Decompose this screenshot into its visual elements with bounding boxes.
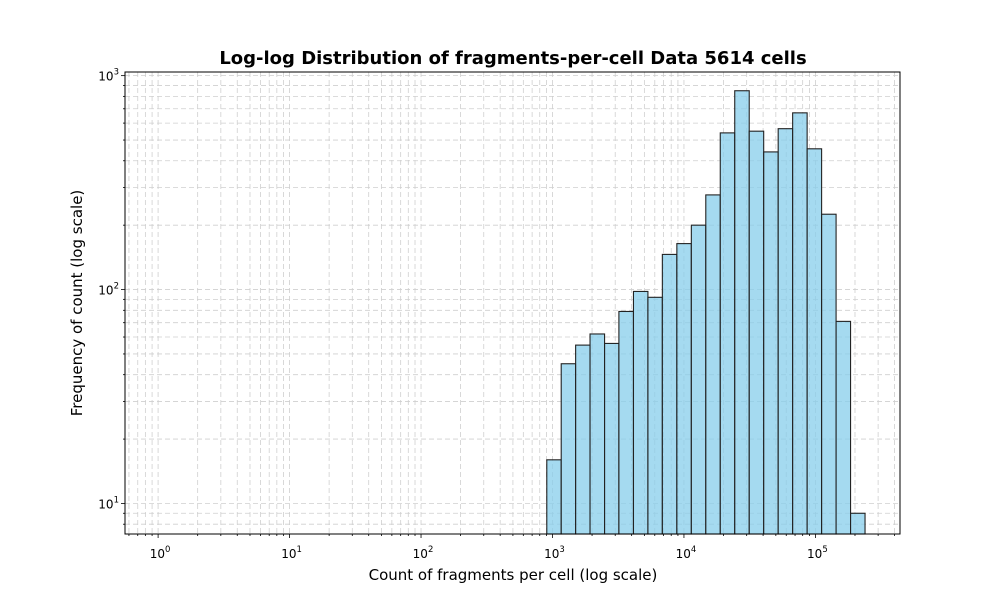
- histogram-bar: [560, 363, 577, 535]
- tick-label-exponent: 2: [428, 545, 433, 555]
- histogram-bar: [661, 253, 678, 535]
- tick-label-base: 10: [98, 284, 113, 298]
- histogram-bar: [792, 112, 808, 535]
- tick-label-exponent: 3: [559, 545, 564, 555]
- tick-label-exponent: 2: [114, 282, 119, 292]
- histogram-bar: [647, 296, 663, 535]
- y-axis-label: Frequency of count (log scale): [68, 190, 86, 417]
- tick-label-base: 10: [98, 70, 113, 84]
- histogram-bar: [546, 459, 562, 535]
- histogram-bar: [806, 148, 823, 535]
- tick-label-exponent: 5: [822, 545, 827, 555]
- histogram-bar: [850, 512, 866, 535]
- x-tick-label: 103: [544, 545, 565, 561]
- histogram-bar: [763, 151, 779, 535]
- grid-lines: [125, 72, 900, 534]
- tick-label-base: 10: [544, 547, 559, 561]
- y-tick-label: 101: [98, 495, 119, 511]
- tick-label-exponent: 4: [691, 545, 696, 555]
- x-tick-label: 101: [281, 545, 302, 561]
- histogram-bar: [835, 320, 852, 535]
- tick-label-exponent: 3: [114, 68, 119, 78]
- tick-label-base: 10: [676, 547, 691, 561]
- histogram-bar: [618, 310, 635, 535]
- tick-label-base: 10: [807, 547, 822, 561]
- histogram-bar: [690, 224, 707, 535]
- histogram-bar: [719, 132, 736, 535]
- y-tick-label: 103: [98, 68, 119, 84]
- tick-label-exponent: 1: [296, 545, 301, 555]
- tick-label-base: 10: [281, 547, 296, 561]
- chart-title: Log-log Distribution of fragments-per-ce…: [219, 48, 806, 69]
- histogram-bar: [589, 333, 606, 535]
- histogram-bar: [604, 342, 620, 535]
- histogram-bar: [734, 90, 750, 535]
- tick-label-base: 10: [413, 547, 428, 561]
- y-tick-label: 102: [98, 282, 119, 298]
- x-tick-label: 100: [150, 545, 171, 561]
- histogram-bar: [705, 194, 721, 535]
- x-tick-label: 102: [413, 545, 434, 561]
- histogram-bar: [575, 344, 591, 535]
- tick-label-exponent: 1: [114, 495, 119, 505]
- x-axis-label: Count of fragments per cell (log scale): [369, 566, 658, 584]
- histogram-bar: [632, 290, 649, 535]
- plot-frame: [124, 71, 901, 535]
- x-tick-label: 104: [676, 545, 697, 561]
- histogram-bar: [676, 243, 692, 535]
- tick-label-base: 10: [98, 497, 113, 511]
- tick-label-exponent: 0: [165, 545, 170, 555]
- histogram-bar: [748, 130, 765, 535]
- histogram-bar: [821, 213, 837, 535]
- tick-label-base: 10: [150, 547, 165, 561]
- histogram-bar: [777, 128, 794, 535]
- x-tick-label: 105: [807, 545, 828, 561]
